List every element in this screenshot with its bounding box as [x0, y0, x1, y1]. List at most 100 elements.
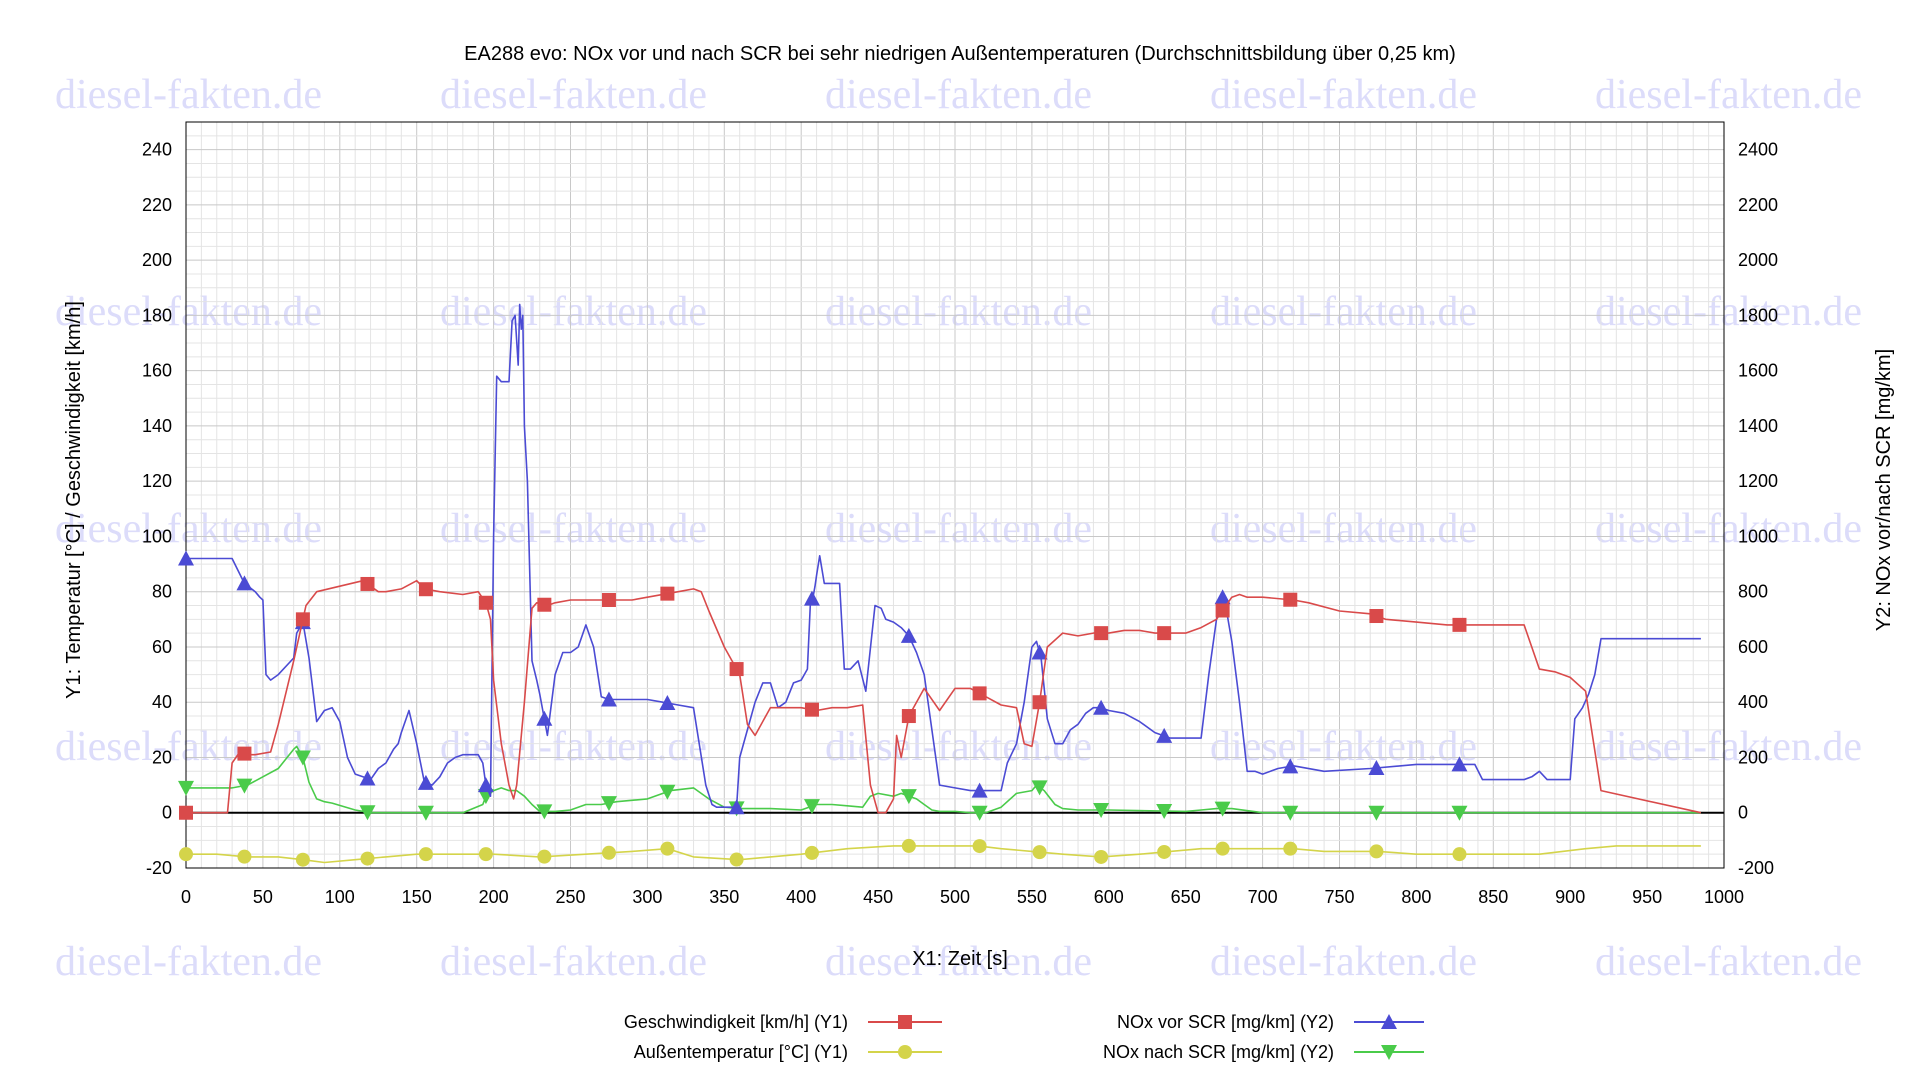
x-tick-label: 0	[181, 887, 191, 907]
data-point	[236, 778, 253, 794]
x-tick-label: 100	[325, 887, 355, 907]
watermark: diesel-fakten.de	[1595, 506, 1862, 552]
data-point	[1032, 695, 1047, 710]
x-tick-label: 950	[1632, 887, 1662, 907]
watermark: diesel-fakten.de	[55, 724, 322, 770]
y2-tick-label: 200	[1738, 747, 1768, 767]
y1-tick-label: 80	[152, 582, 172, 602]
x-tick-label: 750	[1324, 887, 1354, 907]
data-point	[729, 852, 744, 867]
data-point	[178, 780, 194, 796]
data-point	[1368, 805, 1385, 821]
data-point	[536, 710, 553, 726]
y2-tick-label: 1200	[1738, 471, 1778, 491]
watermark: diesel-fakten.de	[1595, 72, 1862, 118]
x-tick-label: 300	[632, 887, 662, 907]
data-point	[1094, 626, 1109, 641]
legend-item: Außentemperatur [°C] (Y1)	[634, 1042, 942, 1062]
watermark: diesel-fakten.de	[1210, 72, 1477, 118]
x-axis-label: X1: Zeit [s]	[912, 948, 1008, 970]
data-point	[1452, 847, 1467, 862]
data-point	[901, 838, 916, 853]
data-point	[972, 686, 987, 701]
plot-frame	[185, 121, 1725, 869]
y1-tick-label: 240	[142, 140, 172, 160]
data-point	[1031, 644, 1048, 660]
legend-label: NOx nach SCR [mg/km] (Y2)	[1103, 1042, 1334, 1062]
data-point	[237, 849, 252, 864]
data-point	[1282, 805, 1299, 821]
y2-tick-label: 1000	[1738, 526, 1778, 546]
data-point	[1094, 849, 1109, 864]
data-point	[729, 662, 744, 677]
x-axis-ticks: 0 50 100 150 200 250 300 350 400 450 500 550 600 650 7…	[181, 887, 1744, 907]
data-point	[1215, 603, 1230, 618]
data-point	[478, 847, 493, 862]
data-point	[537, 849, 552, 864]
data-point	[179, 805, 193, 820]
legend-marker	[1381, 1045, 1397, 1060]
watermark: diesel-fakten.de	[55, 72, 322, 118]
watermark: diesel-fakten.de	[1595, 939, 1862, 985]
data-point	[360, 851, 375, 866]
data-point	[1157, 626, 1172, 641]
data-point	[417, 774, 434, 790]
legend-item: Geschwindigkeit [km/h] (Y1)	[624, 1012, 942, 1032]
y2-tick-label: 400	[1738, 692, 1768, 712]
data-point	[1368, 759, 1385, 775]
y1-tick-label: 20	[152, 747, 172, 767]
grid	[185, 121, 1725, 869]
x-tick-label: 400	[786, 887, 816, 907]
data-point	[1283, 592, 1298, 607]
watermark: diesel-fakten.de	[1210, 289, 1477, 335]
legend-marker	[898, 1045, 912, 1059]
data-point	[1156, 727, 1173, 743]
data-point	[1282, 758, 1299, 774]
legend-marker	[1381, 1014, 1397, 1029]
data-point	[1093, 699, 1110, 715]
data-point	[803, 590, 820, 606]
y1-axis-ticks: -20 0 20 40 60 80 100 120 140 160 180 200 220 240	[142, 140, 172, 878]
x-tick-label: 800	[1401, 887, 1431, 907]
data-point	[660, 841, 675, 856]
data-point	[418, 847, 433, 862]
series-circle	[179, 838, 1701, 867]
watermark: diesel-fakten.de	[440, 72, 707, 118]
data-point	[1283, 841, 1298, 856]
x-tick-label: 200	[479, 887, 509, 907]
data-point	[418, 582, 433, 597]
data-point	[178, 550, 194, 566]
watermark: diesel-fakten.de	[55, 289, 322, 335]
y2-tick-label: 2200	[1738, 195, 1778, 215]
legend: Geschwindigkeit [km/h] (Y1) Außentemperat…	[624, 1012, 1424, 1062]
legend-item: NOx vor SCR [mg/km] (Y2)	[1117, 1012, 1424, 1032]
watermark: diesel-fakten.de	[1210, 939, 1477, 985]
data-point	[1214, 801, 1231, 817]
y1-tick-label: 60	[152, 637, 172, 657]
watermark: diesel-fakten.de	[825, 939, 1092, 985]
data-point	[1032, 845, 1047, 860]
data-point	[1031, 780, 1048, 796]
y2-tick-label: 2400	[1738, 140, 1778, 160]
y1-tick-label: 180	[142, 305, 172, 325]
y2-tick-label: 800	[1738, 582, 1768, 602]
y1-tick-label: -20	[146, 858, 172, 878]
data-point	[295, 612, 310, 627]
data-point	[900, 789, 917, 805]
data-point	[804, 845, 819, 860]
y1-tick-label: 140	[142, 416, 172, 436]
x-tick-label: 50	[253, 887, 273, 907]
data-point	[1093, 802, 1110, 818]
data-point	[295, 852, 310, 867]
data-point	[359, 770, 376, 786]
data-point	[901, 709, 916, 724]
data-point	[294, 750, 311, 766]
x-tick-label: 450	[863, 887, 893, 907]
data-point	[537, 597, 552, 612]
legend-marker	[898, 1015, 912, 1029]
y1-tick-label: 160	[142, 361, 172, 381]
data-point	[1214, 589, 1231, 605]
data-point	[1215, 841, 1230, 856]
watermark: diesel-fakten.de	[1210, 506, 1477, 552]
